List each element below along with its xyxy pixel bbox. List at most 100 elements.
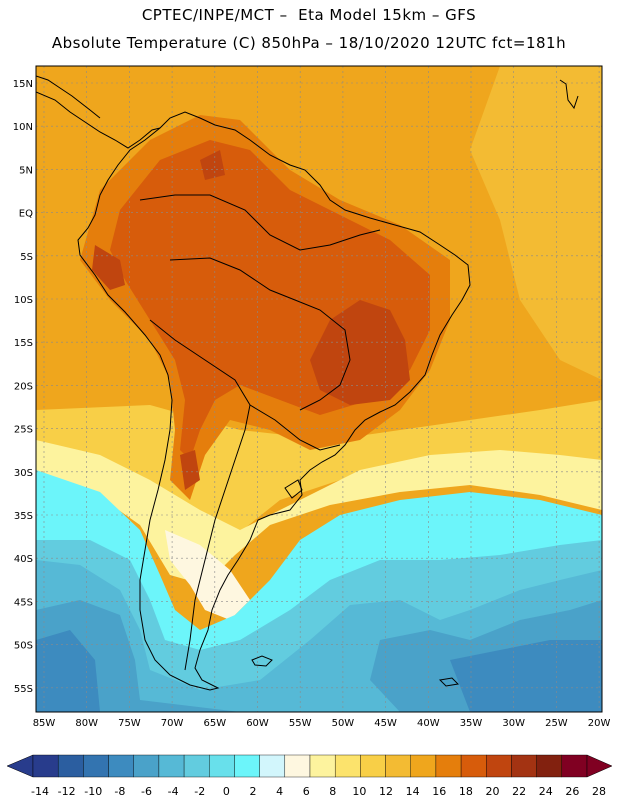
colorbar-swatch: [32, 754, 59, 778]
colorbar-label: 0: [223, 785, 230, 798]
central-america-coastline: [36, 91, 161, 149]
border-brazil-west: [169, 257, 351, 411]
colorbar-label: 8: [329, 785, 336, 798]
lat-tick-label: 40S: [14, 554, 33, 565]
lat-tick-label: 15N: [13, 79, 33, 90]
latitude-tick-labels: 15N 10N 5N EQ 5S 10S 15S 20S 25S 30S 35S 40S 45S 50S 5…: [13, 79, 33, 695]
caribbean-islands: [559, 79, 579, 110]
lon-tick-label: 40W: [417, 718, 440, 729]
lon-tick-label: 85W: [33, 718, 56, 729]
border-amazon-north: [139, 194, 381, 251]
colorbar-label: 16: [432, 785, 446, 798]
lon-tick-label: 80W: [75, 718, 98, 729]
colorbar-label: 2: [249, 785, 256, 798]
colorbar-label: 14: [406, 785, 420, 798]
colorbar-label: 28: [592, 785, 606, 798]
colorbar-label: 26: [565, 785, 579, 798]
map-title-line-1: CPTEC/INPE/MCT – Eta Model 15km – GFS: [141, 6, 477, 24]
colorbar-swatch: [234, 754, 260, 778]
colorbar-label: 6: [303, 785, 310, 798]
border-andes: [149, 319, 251, 671]
colorbar-swatch: [561, 754, 588, 778]
lon-tick-label: 75W: [118, 718, 141, 729]
colorbar-label: -8: [114, 785, 125, 798]
colorbar-right-arrow: [586, 754, 613, 778]
south-america-coastline: [77, 111, 471, 691]
colorbar-swatch: [57, 754, 84, 778]
field-hot3-brazil: [310, 300, 410, 405]
colorbar-swatch: [334, 754, 361, 778]
colorbar-label: 4: [276, 785, 283, 798]
colorbar-swatch: [410, 754, 437, 778]
lon-tick-label: 20W: [588, 718, 611, 729]
lon-tick-label: 35W: [460, 718, 483, 729]
lat-tick-label: 5S: [20, 252, 33, 263]
colorbar-swatch: [536, 754, 563, 778]
lat-tick-label: 50S: [14, 641, 33, 652]
south-georgia: [438, 677, 460, 687]
lat-tick-label: 25S: [14, 425, 33, 436]
lat-tick-label: 10S: [14, 295, 33, 306]
colorbar-swatch: [284, 754, 311, 778]
coastlines: [36, 75, 579, 691]
lat-tick-label: 55S: [14, 684, 33, 695]
lat-tick-label: 5N: [19, 165, 33, 176]
colorbar-label: -2: [194, 785, 205, 798]
colorbar-swatch: [209, 754, 235, 778]
colorbar-swatch: [360, 754, 386, 778]
colorbar-swatch: [83, 754, 109, 778]
map-frame: [35, 65, 603, 713]
colorbar-swatch: [183, 754, 210, 778]
colorbar-label: -6: [141, 785, 152, 798]
lat-tick-label: 45S: [14, 597, 33, 608]
field-warm-band-northeast: [470, 66, 602, 380]
colorbar-swatch: [158, 754, 185, 778]
lon-tick-label: 55W: [289, 718, 312, 729]
colorbar-swatch: [108, 754, 134, 778]
field-cream-patagonia: [165, 530, 250, 620]
caribbean-coastline: [36, 75, 101, 119]
field-blue3-southeast: [450, 640, 602, 712]
field-hot3-amazon: [200, 150, 225, 180]
lon-tick-label: 60W: [246, 718, 269, 729]
colorbar-label: -10: [84, 785, 102, 798]
lon-tick-label: 45W: [374, 718, 397, 729]
colorbar-swatch: [259, 754, 286, 778]
colorbar-label: 24: [539, 785, 553, 798]
lat-tick-label: 15S: [14, 338, 33, 349]
colorbar-label: 10: [352, 785, 366, 798]
lat-tick-label: 10N: [13, 122, 33, 133]
lat-tick-label: 20S: [14, 381, 33, 392]
temperature-field: [36, 66, 602, 712]
colorbar-label: -4: [168, 785, 179, 798]
colorbar-swatch: [511, 754, 537, 778]
longitude-tick-labels: 85W 80W 75W 70W 65W 60W 55W 50W 45W 40W 35W 30W 25W 2…: [33, 718, 611, 729]
colorbar-swatch: [460, 754, 487, 778]
colorbar-label: 22: [512, 785, 526, 798]
lon-tick-label: 65W: [203, 718, 226, 729]
colorbar-left-arrow: [6, 754, 34, 778]
colorbar-label: 18: [459, 785, 473, 798]
lon-tick-label: 30W: [502, 718, 525, 729]
lagoa-dos-patos: [284, 479, 303, 499]
colorbar-swatch: [385, 754, 411, 778]
colorbar-swatch: [486, 754, 512, 778]
colorbar-swatch: [435, 754, 462, 778]
colorbar-label: 12: [379, 785, 393, 798]
field-blue3-southwest: [36, 630, 100, 712]
colorbar-label: -12: [58, 785, 76, 798]
colorbar-label: 20: [486, 785, 500, 798]
lat-tick-label: EQ: [19, 209, 33, 220]
field-hot3-chaco: [180, 450, 200, 490]
lat-tick-label: 30S: [14, 468, 33, 479]
map-title-line-2: Absolute Temperature (C) 850hPa – 18/10/…: [51, 34, 567, 52]
colorbar-swatch: [309, 754, 336, 778]
lat-lon-grid: [36, 66, 602, 712]
border-brazil-south: [249, 404, 341, 451]
lat-tick-label: 35S: [14, 511, 33, 522]
lon-tick-label: 25W: [545, 718, 568, 729]
temperature-colorbar: -14 -12 -10 -8 -6 -4 -2 0 2 4 6 8 10 12 14 16 18 20 22 24 26…: [6, 754, 613, 798]
colorbar-swatch: [133, 754, 160, 778]
lon-tick-label: 70W: [161, 718, 184, 729]
